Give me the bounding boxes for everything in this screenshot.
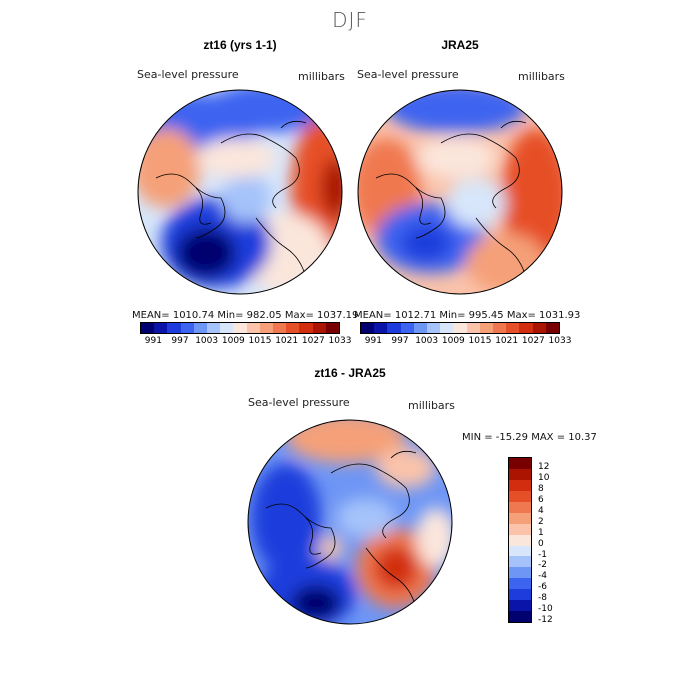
colorbar-swatch bbox=[193, 323, 208, 333]
colorbar-swatch bbox=[509, 458, 531, 469]
colorbar-tick-label: 4 bbox=[538, 505, 544, 516]
panel1-variable-label: Sea-level pressure bbox=[137, 68, 239, 81]
colorbar-tick-label: 1027 bbox=[301, 336, 325, 346]
colorbar-swatch bbox=[509, 501, 531, 513]
colorbar-tick-label: 1015 bbox=[468, 336, 492, 346]
panel1-colorbar bbox=[140, 322, 340, 334]
colorbar-swatch bbox=[312, 323, 326, 333]
figure-title: DJF bbox=[332, 8, 368, 32]
colorbar-tick-label: -2 bbox=[538, 560, 547, 571]
colorbar-swatch bbox=[325, 323, 340, 333]
colorbar-tick-label: 991 bbox=[144, 336, 162, 346]
colorbar-swatch bbox=[519, 323, 533, 333]
colorbar-swatch bbox=[361, 323, 375, 333]
colorbar-swatch bbox=[545, 323, 560, 333]
colorbar-tick-label: -1 bbox=[538, 549, 547, 560]
colorbar-swatch bbox=[509, 567, 531, 579]
panel3-polar-map bbox=[247, 419, 453, 625]
panel2-variable-label: Sea-level pressure bbox=[357, 68, 459, 81]
colorbar-tick-label: 1027 bbox=[521, 336, 545, 346]
colorbar-tick-label: 1009 bbox=[221, 336, 245, 346]
colorbar-tick-label: -10 bbox=[538, 604, 553, 615]
colorbar-swatch bbox=[509, 611, 531, 623]
colorbar-tick-label: 997 bbox=[171, 336, 189, 346]
colorbar-swatch bbox=[509, 468, 531, 480]
colorbar-tick-label: 2 bbox=[538, 516, 544, 527]
colorbar-swatch bbox=[413, 323, 428, 333]
panel2-polar-map bbox=[357, 89, 563, 295]
colorbar-swatch bbox=[466, 323, 480, 333]
colorbar-tick-label: 6 bbox=[538, 494, 544, 505]
colorbar-tick-label: 1003 bbox=[415, 336, 439, 346]
colorbar-swatch bbox=[506, 323, 520, 333]
colorbar-tick-label: -6 bbox=[538, 582, 547, 593]
panel3-units-label: millibars bbox=[408, 399, 455, 412]
colorbar-swatch bbox=[509, 589, 531, 601]
panel3-title: zt16 - JRA25 bbox=[314, 366, 386, 380]
panel3-colorbar bbox=[508, 457, 532, 623]
colorbar-swatch bbox=[180, 323, 194, 333]
panel2-stats: MEAN= 1012.71 Min= 995.45 Max= 1031.93 bbox=[354, 310, 581, 321]
panel1-units-label: millibars bbox=[298, 70, 345, 83]
colorbar-swatch bbox=[509, 534, 531, 546]
colorbar-swatch bbox=[532, 323, 546, 333]
colorbar-swatch bbox=[273, 323, 287, 333]
colorbar-tick-label: 1 bbox=[538, 527, 544, 538]
colorbar-tick-label: 1015 bbox=[248, 336, 272, 346]
colorbar-swatch bbox=[207, 323, 221, 333]
panel1-title: zt16 (yrs 1-1) bbox=[203, 38, 277, 52]
colorbar-swatch bbox=[509, 479, 531, 491]
colorbar-tick-label: 10 bbox=[538, 472, 550, 483]
colorbar-swatch bbox=[286, 323, 300, 333]
panel2-title: JRA25 bbox=[441, 38, 479, 52]
panel3-variable-label: Sea-level pressure bbox=[248, 396, 350, 409]
colorbar-tick-label: 8 bbox=[538, 483, 544, 494]
colorbar-tick-label: -4 bbox=[538, 571, 547, 582]
colorbar-swatch bbox=[509, 523, 531, 535]
colorbar-swatch bbox=[509, 556, 531, 568]
colorbar-swatch bbox=[509, 545, 531, 557]
colorbar-tick-label: 0 bbox=[538, 538, 544, 549]
colorbar-swatch bbox=[509, 490, 531, 502]
colorbar-tick-label: -12 bbox=[538, 615, 553, 626]
colorbar-swatch bbox=[440, 323, 454, 333]
panel3-colorbar-ticks: 12 10 8 6 4 2 1 0 -1 -2 -4 -6 -8 -10 -12 bbox=[538, 463, 553, 627]
colorbar-swatch bbox=[220, 323, 234, 333]
panel2-units-label: millibars bbox=[518, 70, 565, 83]
colorbar-swatch bbox=[509, 512, 531, 524]
colorbar-tick-label: 1033 bbox=[548, 336, 572, 346]
colorbar-tick-label: 1021 bbox=[495, 336, 519, 346]
panel1-polar-map bbox=[137, 89, 343, 295]
colorbar-swatch bbox=[479, 323, 494, 333]
panel1-stats: MEAN= 1010.74 Min= 982.05 Max= 1037.19 bbox=[132, 310, 359, 321]
colorbar-tick-label: 1033 bbox=[328, 336, 352, 346]
colorbar-swatch bbox=[374, 323, 388, 333]
colorbar-swatch bbox=[453, 323, 467, 333]
colorbar-swatch bbox=[400, 323, 414, 333]
colorbar-swatch bbox=[387, 323, 401, 333]
colorbar-tick-label: -8 bbox=[538, 593, 547, 604]
colorbar-swatch bbox=[259, 323, 274, 333]
colorbar-swatch bbox=[233, 323, 247, 333]
colorbar-tick-label: 1021 bbox=[275, 336, 299, 346]
colorbar-tick-label: 991 bbox=[364, 336, 382, 346]
colorbar-swatch bbox=[493, 323, 507, 333]
colorbar-swatch bbox=[427, 323, 441, 333]
colorbar-swatch bbox=[299, 323, 313, 333]
colorbar-swatch bbox=[509, 578, 531, 590]
colorbar-tick-label: 997 bbox=[391, 336, 409, 346]
colorbar-swatch bbox=[154, 323, 168, 333]
colorbar-swatch bbox=[509, 600, 531, 612]
panel3-stats: MIN = -15.29 MAX = 10.37 bbox=[462, 432, 597, 443]
panel2-colorbar bbox=[360, 322, 560, 334]
colorbar-tick-label: 1009 bbox=[441, 336, 465, 346]
colorbar-swatch bbox=[246, 323, 260, 333]
colorbar-swatch bbox=[167, 323, 181, 333]
colorbar-tick-label: 12 bbox=[538, 462, 550, 472]
colorbar-tick-label: 1003 bbox=[195, 336, 219, 346]
colorbar-swatch bbox=[141, 323, 155, 333]
